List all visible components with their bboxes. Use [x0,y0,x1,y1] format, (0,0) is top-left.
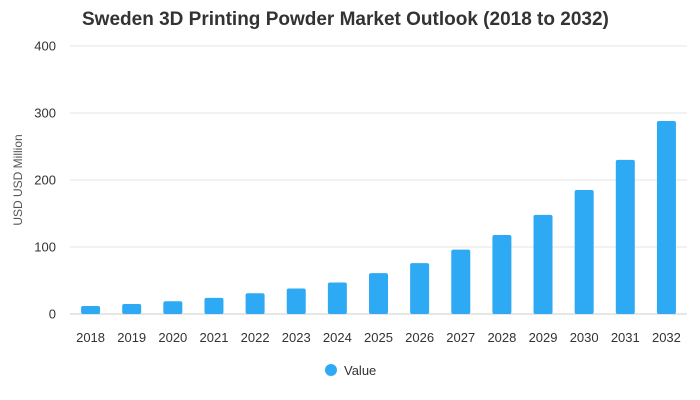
bar-2025[interactable] [369,273,388,314]
chart-title: Sweden 3D Printing Powder Market Outlook… [82,9,609,30]
x-tick-label: 2027 [446,330,475,345]
bar-2030[interactable] [574,190,594,314]
bars [81,121,676,314]
bar-2031[interactable] [615,159,635,314]
y-tick-label: 200 [34,173,56,188]
x-tick-label: 2029 [529,330,558,345]
x-tick-label: 2021 [200,330,229,345]
bar-2018[interactable] [81,305,101,314]
bar-2023[interactable] [286,288,306,314]
bar-2022[interactable] [245,293,265,314]
bar-2032[interactable] [656,121,676,314]
x-axis-ticks: 2018 2019 2020 2021 2022 2023 2024 2025 2026 2027… [76,330,681,345]
x-tick-label: 2020 [158,330,187,345]
bar-2024[interactable] [327,282,347,314]
x-tick-label: 2024 [323,330,352,345]
y-axis-label: USD USD Million [11,134,25,225]
x-tick-label: 2028 [487,330,516,345]
x-tick-label: 2030 [570,330,599,345]
legend-label-value: Value [344,363,376,378]
bar-2027[interactable] [451,249,471,314]
x-tick-label: 2018 [76,330,105,345]
x-tick-label: 2026 [405,330,434,345]
y-axis-ticks: 0 100 200 300 400 [34,39,56,322]
x-tick-label: 2022 [241,330,270,345]
bar-2028[interactable] [492,234,512,314]
x-tick-label: 2019 [117,330,146,345]
legend-swatch-value [325,364,337,376]
x-tick-label: 2023 [282,330,311,345]
x-tick-label: 2031 [611,330,640,345]
bar-2029[interactable] [533,214,553,314]
bar-2021[interactable] [204,297,224,314]
y-tick-label: 400 [34,39,56,54]
legend[interactable]: Value [325,363,376,378]
y-tick-label: 300 [34,106,56,121]
x-tick-label: 2032 [652,330,681,345]
bar-2026[interactable] [410,263,430,314]
x-tick-label: 2025 [364,330,393,345]
bar-2020[interactable] [163,301,183,314]
y-tick-label: 100 [34,240,56,255]
y-tick-label: 0 [49,307,56,322]
bar-2019[interactable] [122,303,142,314]
